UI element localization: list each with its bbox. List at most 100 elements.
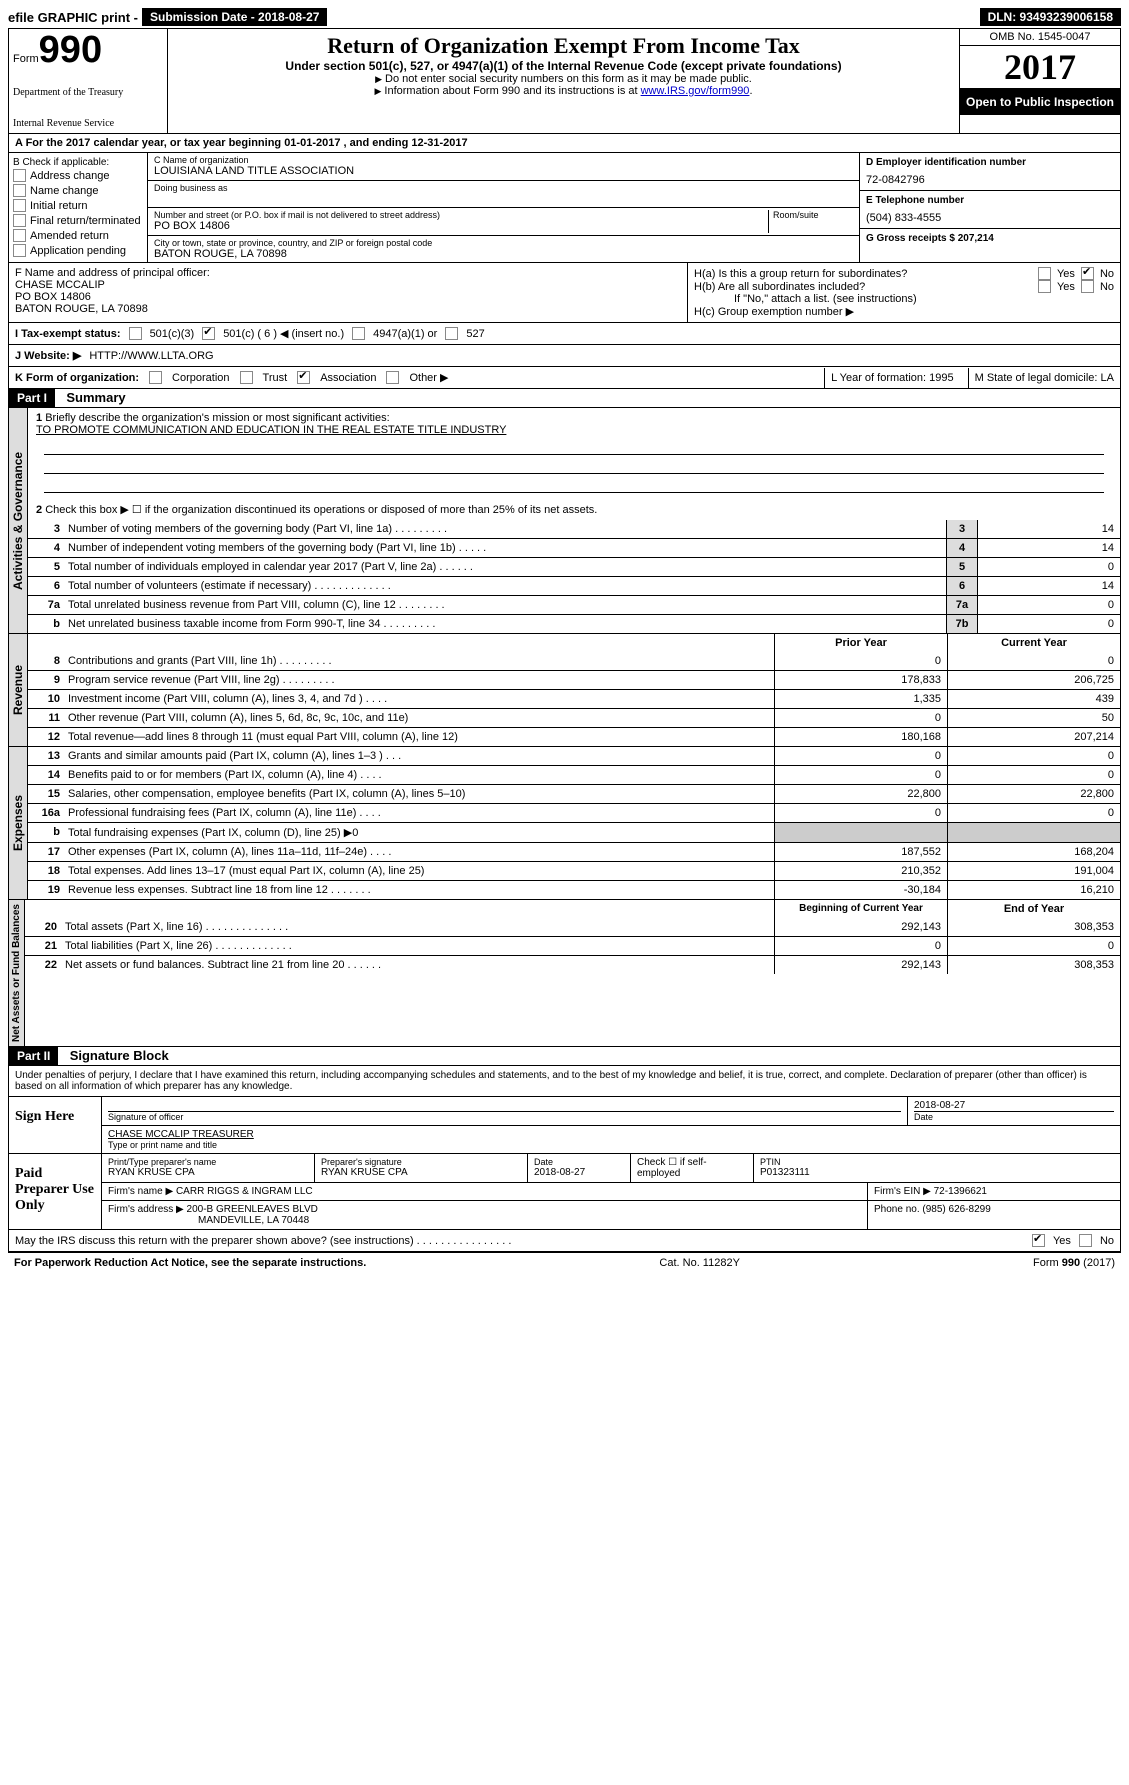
checkbox-hb-yes[interactable] bbox=[1038, 280, 1051, 293]
form-header: Form990 Department of the Treasury Inter… bbox=[8, 28, 1121, 134]
org-name: LOUISIANA LAND TITLE ASSOCIATION bbox=[154, 165, 853, 177]
checkbox-discuss-yes[interactable] bbox=[1032, 1234, 1045, 1247]
line-21: 21Total liabilities (Part X, line 26) . … bbox=[25, 936, 1120, 955]
revenue-label: Revenue bbox=[9, 634, 28, 746]
preparer-date: 2018-08-27 bbox=[534, 1167, 624, 1178]
year-formation: L Year of formation: 1995 bbox=[824, 368, 960, 388]
expenses-label: Expenses bbox=[9, 747, 28, 899]
checkbox-initial-return[interactable] bbox=[13, 199, 26, 212]
topbar: efile GRAPHIC print - Submission Date - … bbox=[8, 8, 1121, 26]
form-footer: Form 990 (2017) bbox=[1033, 1257, 1115, 1269]
line-b: bNet unrelated business taxable income f… bbox=[28, 614, 1120, 633]
checkbox-trust[interactable] bbox=[240, 371, 253, 384]
checkbox-4947[interactable] bbox=[352, 327, 365, 340]
cat-no: Cat. No. 11282Y bbox=[659, 1257, 740, 1269]
ein: 72-0842796 bbox=[866, 168, 1114, 186]
city: BATON ROUGE, LA 70898 bbox=[154, 248, 853, 260]
line-9: 9Program service revenue (Part VIII, lin… bbox=[28, 670, 1120, 689]
sig-date: 2018-08-27 bbox=[914, 1100, 1114, 1111]
governance-label: Activities & Governance bbox=[9, 408, 28, 633]
dept-treasury: Department of the Treasury bbox=[13, 87, 163, 98]
col-c: C Name of organizationLOUISIANA LAND TIT… bbox=[148, 153, 859, 262]
checkbox-final-return[interactable] bbox=[13, 214, 26, 227]
col-f: F Name and address of principal officer:… bbox=[9, 263, 687, 322]
website: HTTP://WWW.LLTA.ORG bbox=[89, 350, 213, 362]
mission-text: TO PROMOTE COMMUNICATION AND EDUCATION I… bbox=[36, 424, 506, 436]
line-8: 8Contributions and grants (Part VIII, li… bbox=[28, 652, 1120, 670]
firm-phone: (985) 626-8299 bbox=[922, 1204, 990, 1215]
note-ssn: Do not enter social security numbers on … bbox=[385, 73, 752, 85]
checkbox-amended[interactable] bbox=[13, 229, 26, 242]
line-15: 15Salaries, other compensation, employee… bbox=[28, 784, 1120, 803]
part1-expenses: Expenses 13Grants and similar amounts pa… bbox=[8, 747, 1121, 900]
row-i: I Tax-exempt status: 501(c)(3) 501(c) ( … bbox=[8, 323, 1121, 345]
dba bbox=[154, 193, 853, 205]
checkbox-discuss-no[interactable] bbox=[1079, 1234, 1092, 1247]
form-number: 990 bbox=[39, 29, 102, 71]
col-b: B Check if applicable: Address change Na… bbox=[9, 153, 148, 262]
line-5: 5Total number of individuals employed in… bbox=[28, 557, 1120, 576]
phone: (504) 833-4555 bbox=[866, 206, 1114, 224]
ptin: P01323111 bbox=[760, 1167, 1114, 1178]
col-d: D Employer identification number72-08427… bbox=[859, 153, 1120, 262]
part1-netassets: Net Assets or Fund Balances Beginning of… bbox=[8, 900, 1121, 1047]
paid-preparer-section: Paid Preparer Use Only Print/Type prepar… bbox=[8, 1154, 1121, 1230]
form-title: Return of Organization Exempt From Incom… bbox=[176, 33, 951, 59]
part2-title: Signature Block bbox=[70, 1048, 169, 1063]
b-label: B Check if applicable: bbox=[13, 157, 143, 168]
state-domicile: M State of legal domicile: LA bbox=[968, 368, 1120, 388]
row-a: A For the 2017 calendar year, or tax yea… bbox=[8, 134, 1121, 153]
checkbox-other[interactable] bbox=[386, 371, 399, 384]
submission-date: Submission Date - 2018-08-27 bbox=[142, 8, 327, 26]
officer-name: CHASE MCCALIP bbox=[15, 279, 681, 291]
part1-revenue: Revenue Prior YearCurrent Year 8Contribu… bbox=[8, 634, 1121, 747]
firm-name: CARR RIGGS & INGRAM LLC bbox=[176, 1186, 313, 1197]
checkbox-501c[interactable] bbox=[202, 327, 215, 340]
checkbox-501c3[interactable] bbox=[129, 327, 142, 340]
sign-here-label: Sign Here bbox=[9, 1097, 101, 1153]
section-fh: F Name and address of principal officer:… bbox=[8, 263, 1121, 323]
part1-governance: Activities & Governance 1 Briefly descri… bbox=[8, 408, 1121, 634]
declaration: Under penalties of perjury, I declare th… bbox=[8, 1066, 1121, 1097]
col-h: H(a) Is this a group return for subordin… bbox=[687, 263, 1120, 322]
open-to-public: Open to Public Inspection bbox=[960, 89, 1120, 115]
form-subtitle: Under section 501(c), 527, or 4947(a)(1)… bbox=[176, 59, 951, 73]
line-17: 17Other expenses (Part IX, column (A), l… bbox=[28, 842, 1120, 861]
dln: DLN: 93493239006158 bbox=[980, 8, 1121, 26]
form-word: Form bbox=[13, 53, 39, 65]
checkbox-ha-no[interactable] bbox=[1081, 267, 1094, 280]
checkbox-ha-yes[interactable] bbox=[1038, 267, 1051, 280]
part2-badge: Part II bbox=[9, 1047, 58, 1065]
preparer-signature: RYAN KRUSE CPA bbox=[321, 1167, 521, 1178]
checkbox-corp[interactable] bbox=[149, 371, 162, 384]
part2-header-row: Part II Signature Block bbox=[8, 1047, 1121, 1066]
note-info-pre: Information about Form 990 and its instr… bbox=[384, 85, 640, 97]
part1-title: Summary bbox=[66, 390, 125, 405]
tax-year: 2017 bbox=[960, 46, 1120, 89]
paid-preparer-label: Paid Preparer Use Only bbox=[9, 1154, 101, 1229]
arrow-icon bbox=[375, 73, 385, 85]
line-12: 12Total revenue—add lines 8 through 11 (… bbox=[28, 727, 1120, 746]
line-19: 19Revenue less expenses. Subtract line 1… bbox=[28, 880, 1120, 899]
footer: For Paperwork Reduction Act Notice, see … bbox=[8, 1252, 1121, 1273]
checkbox-527[interactable] bbox=[445, 327, 458, 340]
irs-link[interactable]: www.IRS.gov/form990 bbox=[641, 85, 750, 97]
line-20: 20Total assets (Part X, line 16) . . . .… bbox=[25, 918, 1120, 936]
checkbox-app-pending[interactable] bbox=[13, 244, 26, 257]
checkbox-name-change[interactable] bbox=[13, 184, 26, 197]
firm-address: 200-B GREENLEAVES BLVD bbox=[187, 1204, 318, 1215]
self-employed-check: Check ☐ if self-employed bbox=[631, 1154, 754, 1182]
firm-ein: 72-1396621 bbox=[934, 1186, 987, 1197]
netassets-label: Net Assets or Fund Balances bbox=[9, 900, 25, 1046]
line-b: bTotal fundraising expenses (Part IX, co… bbox=[28, 822, 1120, 842]
arrow-icon bbox=[375, 85, 385, 97]
checkbox-hb-no[interactable] bbox=[1081, 280, 1094, 293]
checkbox-assoc[interactable] bbox=[297, 371, 310, 384]
line-16a: 16aProfessional fundraising fees (Part I… bbox=[28, 803, 1120, 822]
preparer-name: RYAN KRUSE CPA bbox=[108, 1167, 308, 1178]
line-7a: 7aTotal unrelated business revenue from … bbox=[28, 595, 1120, 614]
checkbox-address-change[interactable] bbox=[13, 169, 26, 182]
street: PO BOX 14806 bbox=[154, 220, 768, 232]
line-4: 4Number of independent voting members of… bbox=[28, 538, 1120, 557]
part1-badge: Part I bbox=[9, 389, 55, 407]
